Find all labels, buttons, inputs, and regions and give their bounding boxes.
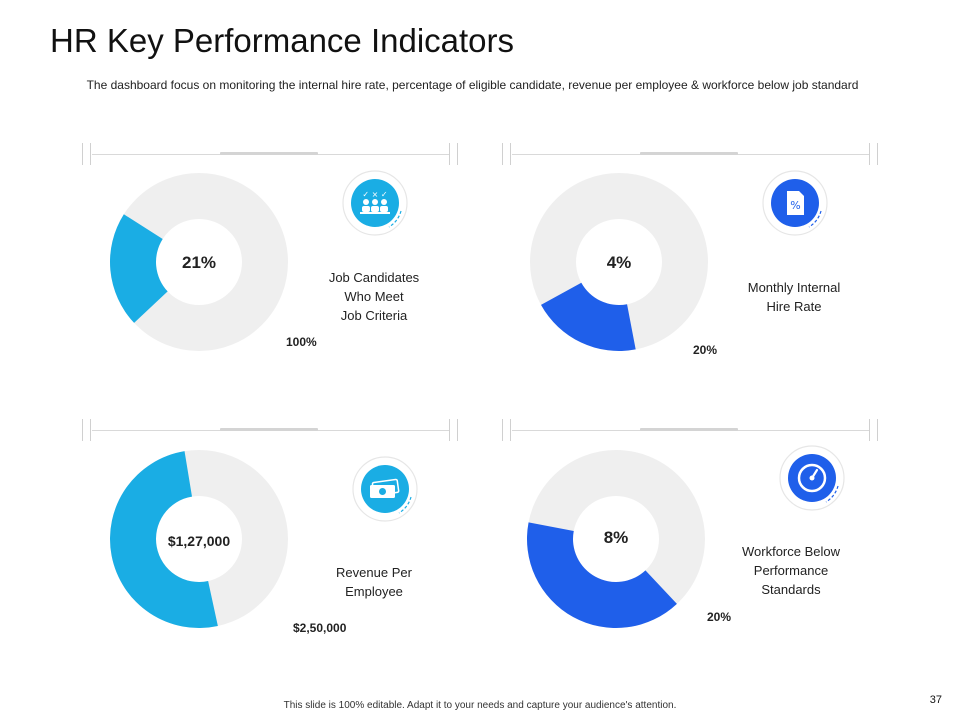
kpi-value-revenue: $1,27,000 [167, 533, 231, 549]
donut-chart-workforce [527, 450, 705, 628]
page-subtitle: The dashboard focus on monitoring the in… [86, 78, 859, 92]
money-icon [351, 455, 419, 523]
donut-value-segment [541, 282, 636, 351]
kpi-value-internal-hire: 4% [606, 253, 632, 272]
kpi-description-text: Revenue Per Employee [336, 565, 412, 599]
kpi-max-internal-hire: 20% [693, 343, 718, 357]
kpi-max-revenue: $2,50,000 [293, 621, 347, 635]
icon-checkmarks: ✓ × ✓ [362, 190, 387, 199]
kpi-description-revenue: Revenue Per Employee [289, 563, 459, 601]
donut-value-segment [110, 451, 218, 628]
kpi-description-text: Workforce Below Performance Standards [741, 544, 840, 597]
footer-note: This slide is 100% editable. Adapt it to… [283, 700, 677, 711]
kpi-value-workforce: 8% [603, 528, 629, 547]
kpi-description-job-candidates: Job Candidates Who Meet Job Criteria [289, 268, 459, 325]
page-title: HR Key Performance Indicators [50, 22, 515, 59]
donut-chart-job-candidates [110, 173, 288, 351]
donut-chart-revenue [110, 450, 288, 628]
candidates-checklist-icon: ✓ × ✓ [341, 169, 409, 237]
kpi-description-workforce: Workforce Below Performance Standards [706, 542, 876, 599]
gauge-icon [778, 444, 846, 512]
donut-chart-internal-hire [530, 173, 708, 351]
kpi-max-workforce: 20% [707, 610, 732, 624]
donut-value-segment [527, 522, 677, 628]
icon-percent-glyph: % [790, 199, 800, 212]
kpi-description-text: Job Candidates Who Meet Job Criteria [328, 270, 420, 323]
donut-value-segment [110, 214, 168, 323]
percent-document-icon: % [761, 169, 829, 237]
kpi-max-job-candidates: 100% [286, 335, 317, 349]
kpi-value-job-candidates: 21% [181, 253, 217, 272]
kpi-description-internal-hire: Monthly Internal Hire Rate [709, 278, 879, 316]
page-number: 37 [929, 694, 942, 706]
kpi-description-text: Monthly Internal Hire Rate [747, 280, 841, 314]
